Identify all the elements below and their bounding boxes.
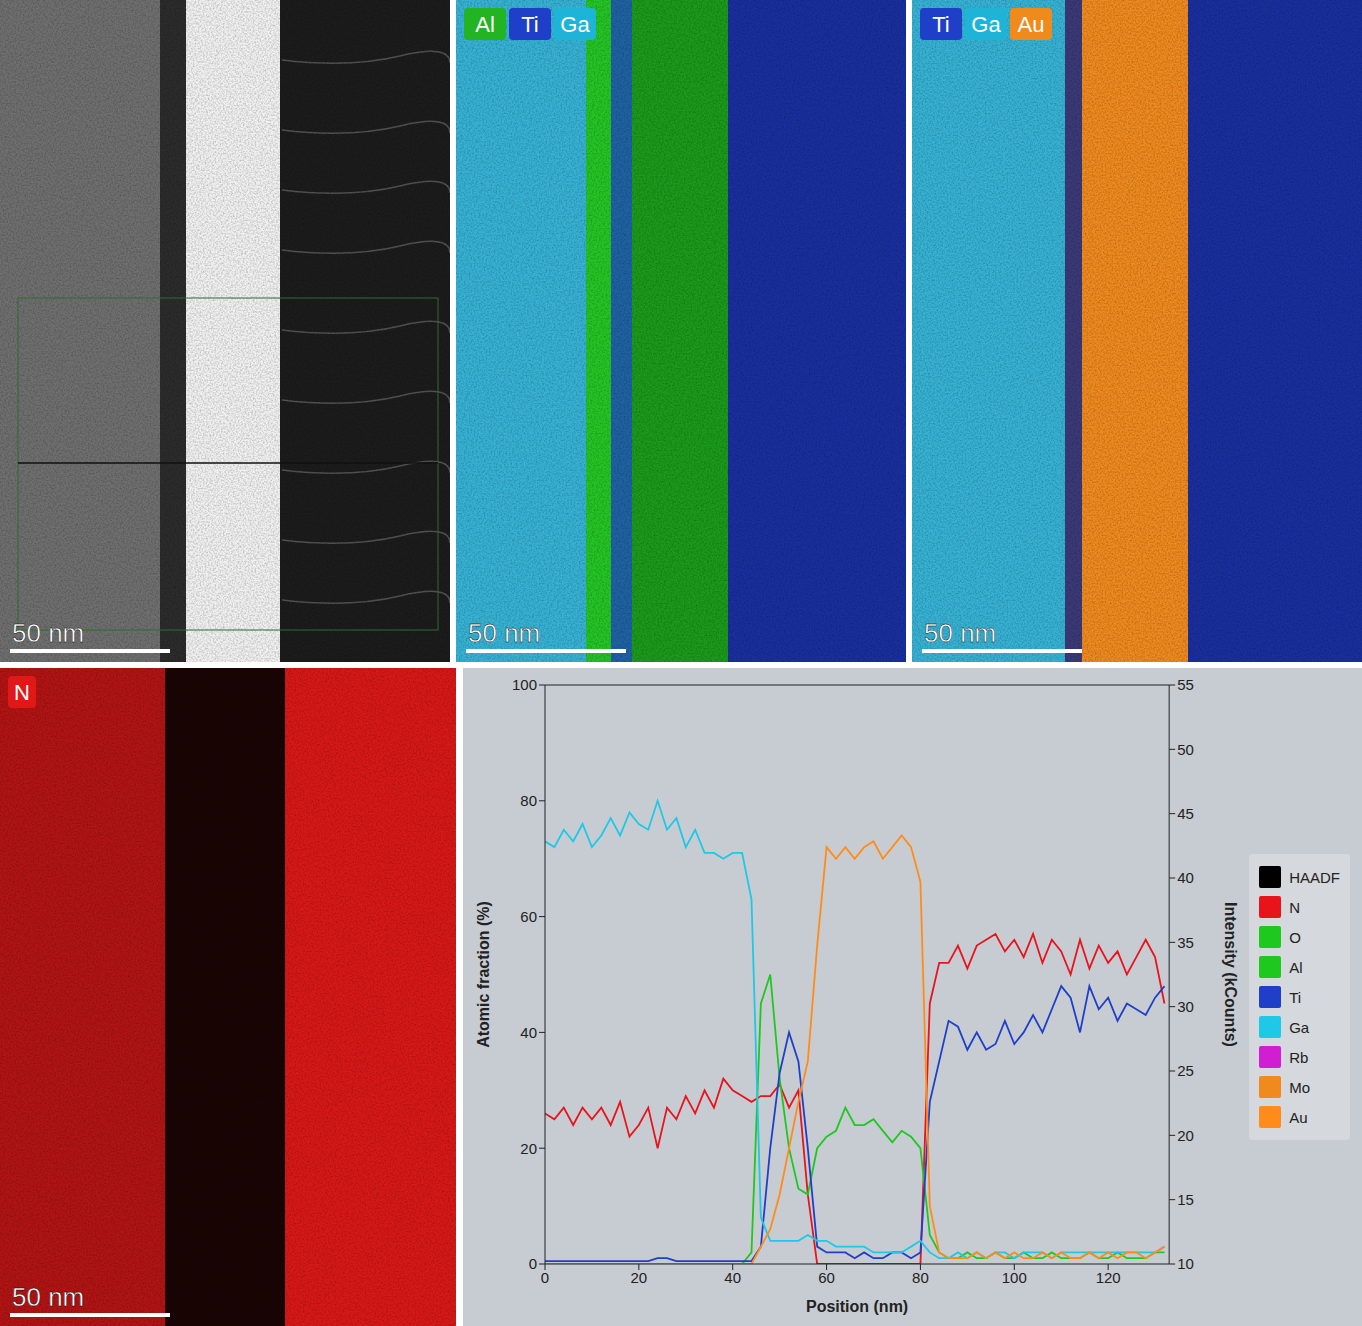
html-text:Au: Au — [1289, 1108, 1308, 1126]
svg-text:35: 35 — [1177, 934, 1194, 951]
svg-text:Position (nm): Position (nm) — [806, 1298, 908, 1315]
svg-text:20: 20 — [1177, 1127, 1194, 1144]
svg-text:40: 40 — [520, 1024, 537, 1041]
html-text:O: O — [1289, 928, 1301, 946]
svg-text:0: 0 — [529, 1255, 537, 1272]
svg-text:55: 55 — [1177, 676, 1194, 693]
svg-text:15: 15 — [1177, 1191, 1194, 1208]
svg-text:50 nm: 50 nm — [12, 618, 84, 648]
html-text:Al: Al — [1289, 958, 1303, 976]
svg-text:20: 20 — [520, 1140, 537, 1157]
svg-text:10: 10 — [1177, 1255, 1194, 1272]
svg-text:Intensity (kCounts): Intensity (kCounts) — [1222, 902, 1239, 1047]
svg-text:Atomic fraction (%): Atomic fraction (%) — [475, 901, 492, 1048]
svg-text:60: 60 — [520, 908, 537, 925]
html-text:Mo: Mo — [1289, 1078, 1310, 1096]
svg-text:60: 60 — [818, 1269, 835, 1286]
svg-text:Au: Au — [1018, 12, 1045, 37]
svg-text:50 nm: 50 nm — [924, 618, 996, 648]
html-text:Ga: Ga — [1289, 1018, 1310, 1036]
svg-text:Ti: Ti — [521, 12, 539, 37]
svg-text:30: 30 — [1177, 998, 1194, 1015]
svg-text:40: 40 — [724, 1269, 741, 1286]
svg-text:N: N — [14, 680, 30, 705]
svg-text:80: 80 — [520, 792, 537, 809]
svg-text:Ga: Ga — [560, 12, 590, 37]
svg-text:25: 25 — [1177, 1062, 1194, 1079]
html-text:HAADF: HAADF — [1289, 868, 1340, 886]
svg-text:45: 45 — [1177, 805, 1194, 822]
html-text:N: N — [1289, 898, 1300, 916]
svg-text:Ti: Ti — [932, 12, 950, 37]
svg-text:50 nm: 50 nm — [468, 618, 540, 648]
svg-text:0: 0 — [541, 1269, 549, 1286]
svg-text:Ga: Ga — [971, 12, 1001, 37]
svg-text:80: 80 — [912, 1269, 929, 1286]
svg-text:50 nm: 50 nm — [12, 1282, 84, 1312]
html-text:Ti: Ti — [1289, 988, 1302, 1006]
svg-text:Al: Al — [475, 12, 495, 37]
svg-text:100: 100 — [1002, 1269, 1027, 1286]
svg-text:20: 20 — [631, 1269, 648, 1286]
svg-text:40: 40 — [1177, 869, 1194, 886]
html-text:Rb: Rb — [1289, 1048, 1309, 1066]
svg-text:120: 120 — [1096, 1269, 1121, 1286]
svg-text:100: 100 — [512, 676, 537, 693]
svg-text:50: 50 — [1177, 741, 1194, 758]
